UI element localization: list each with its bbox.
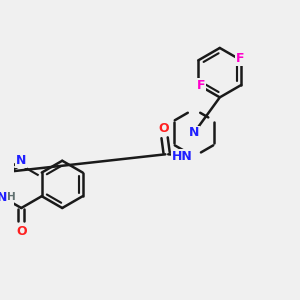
Text: O: O: [16, 225, 27, 238]
Text: N: N: [0, 191, 8, 204]
Text: H: H: [7, 192, 16, 202]
Text: N: N: [189, 126, 199, 139]
Text: N: N: [16, 154, 26, 167]
Text: F: F: [236, 52, 244, 65]
Text: O: O: [159, 122, 169, 135]
Text: HN: HN: [172, 150, 193, 163]
Text: F: F: [197, 79, 206, 92]
